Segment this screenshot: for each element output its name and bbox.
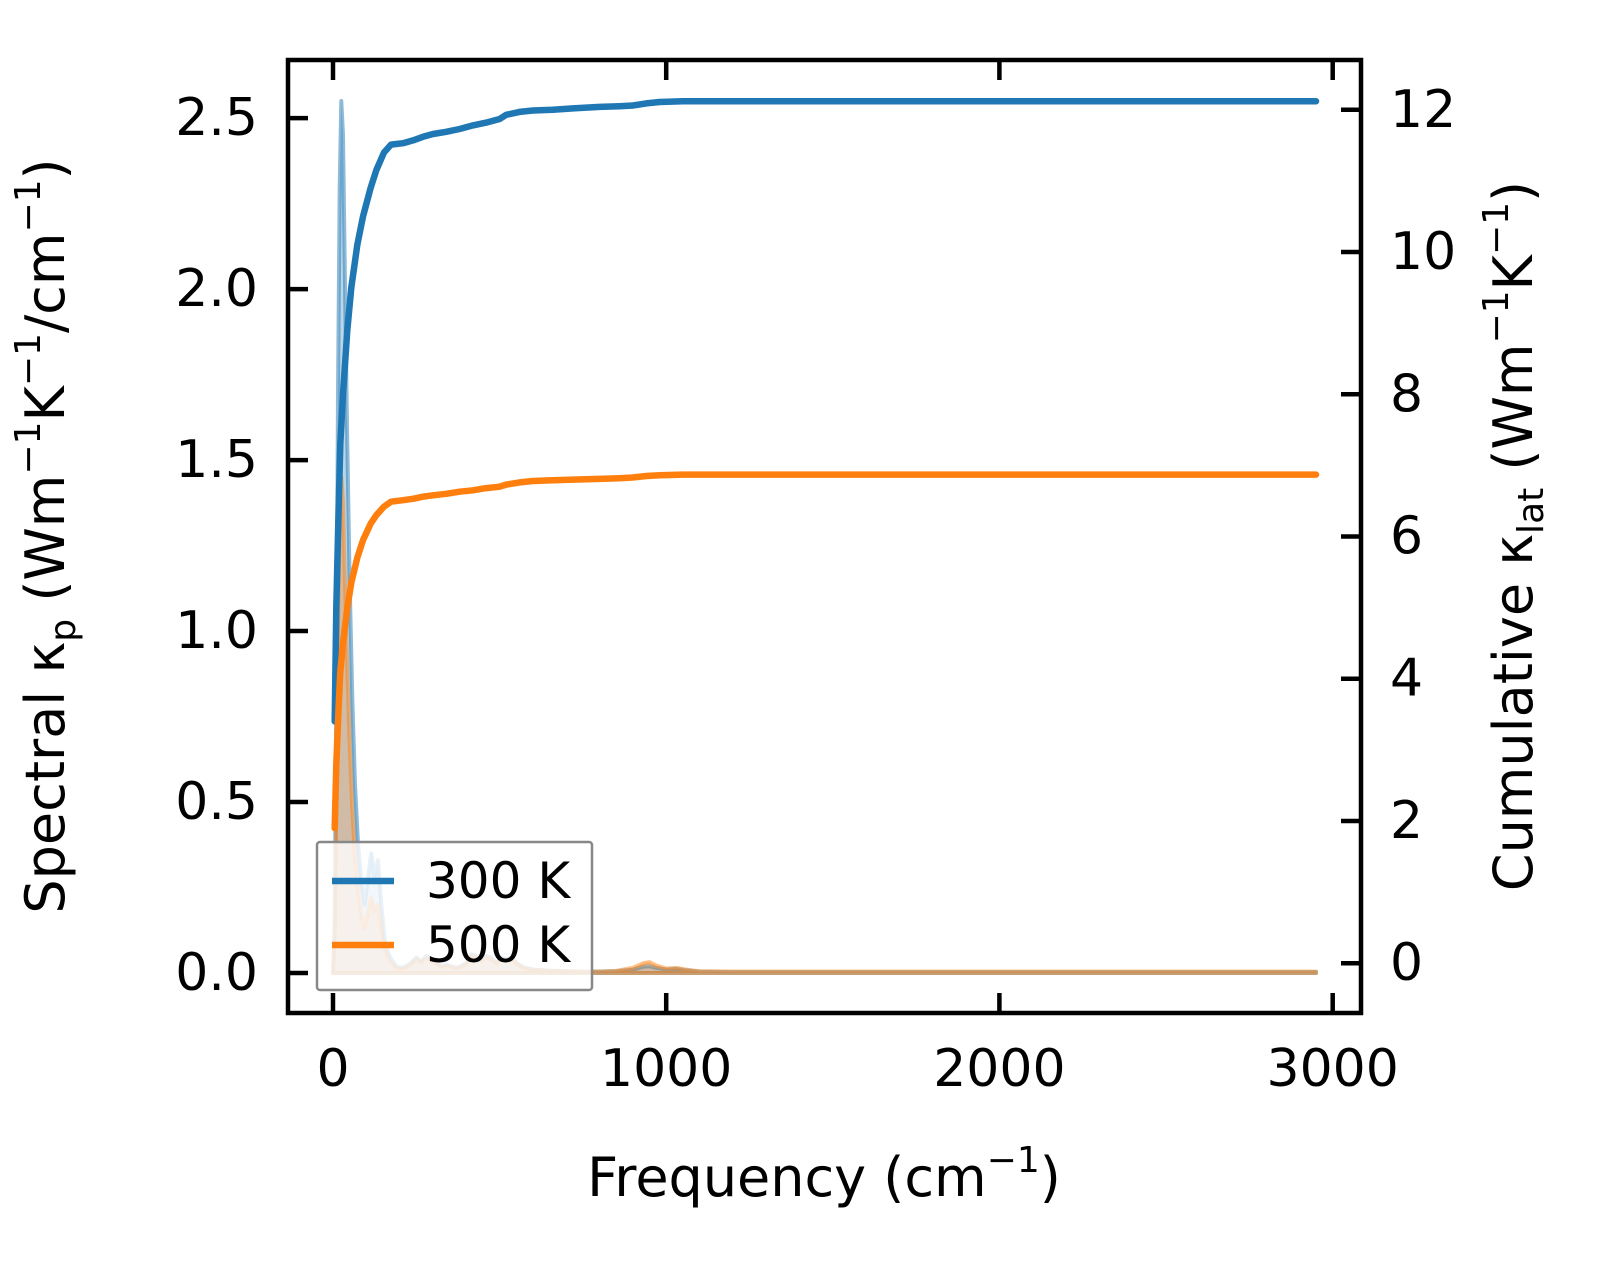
y-axis-label-left-part: ) (14, 158, 77, 179)
legend-label-500k: 500 K (426, 916, 571, 974)
y-tick-label-right: 6 (1390, 507, 1423, 567)
y-tick-label-left: 0.5 (175, 772, 258, 832)
y-axis-label-left-part: /cm (14, 233, 77, 334)
x-axis-label-part: Frequency (cm (587, 1146, 987, 1209)
tick-labels: 0 1000 2000 3000 0.0 0.5 1.0 1.5 2.0 2.5 0 2 4 6 8 10 12 (175, 80, 1456, 1099)
y-axis-label-right-part: K (1482, 253, 1545, 290)
y-tick-label-right: 2 (1390, 791, 1423, 851)
y-axis-label-right-part: Cumulative κ (1482, 534, 1545, 891)
y-axis-label-left-part: −1 (8, 333, 49, 386)
y-axis-label-left-part: p (43, 619, 84, 642)
y-axis-label-right: Cumulative κlat (Wm−1K−1) (1476, 181, 1552, 891)
x-tick-label: 3000 (1267, 1039, 1399, 1099)
legend-label-300k: 300 K (426, 852, 571, 910)
x-axis-label-part: −1 (987, 1140, 1040, 1181)
y-axis-label-right-part: −1 (1476, 202, 1517, 255)
y-axis-label-right-part: lat (1511, 488, 1552, 534)
x-axis-label-part: ) (1040, 1146, 1061, 1209)
x-tick-label: 2000 (933, 1039, 1065, 1099)
ticks (288, 60, 1361, 1013)
x-tick-label: 0 (316, 1039, 349, 1099)
y-tick-label-left: 2.5 (175, 88, 258, 148)
y-tick-label-right: 4 (1390, 649, 1423, 709)
y-axis-label-right-part: −1 (1476, 290, 1517, 343)
x-tick-label: 1000 (600, 1039, 732, 1099)
cumulative-line-500k (331, 471, 1320, 832)
legend: 300 K 500 K (315, 840, 594, 992)
y-tick-label-right: 0 (1390, 933, 1423, 993)
y-tick-label-right: 12 (1390, 80, 1456, 140)
y-tick-label-right: 10 (1390, 222, 1456, 282)
y-tick-label-right: 8 (1390, 364, 1423, 424)
y-tick-label-left: 2.0 (175, 259, 258, 319)
y-tick-label-left: 0.0 (175, 943, 258, 1003)
y-axis-label-right-part: (Wm (1482, 344, 1545, 488)
y-tick-label-left: 1.0 (175, 601, 258, 661)
y-axis-label-left: Spectral κp (Wm−1K−1/cm−1) (8, 158, 84, 913)
y-axis-label-left-part: −1 (8, 422, 49, 475)
y-axis-label-left-part: Spectral κ (14, 642, 77, 914)
y-axis-label-left-part: (Wm (14, 475, 77, 619)
x-axis-label: Frequency (cm−1) (587, 1140, 1061, 1209)
y-axis-label-left-part: K (14, 385, 77, 422)
y-axis-label-right-part: ) (1482, 181, 1545, 202)
cumulative-line-300k (331, 97, 1320, 725)
y-axis-label-left-part: −1 (8, 179, 49, 232)
y-tick-label-left: 1.5 (175, 430, 258, 490)
